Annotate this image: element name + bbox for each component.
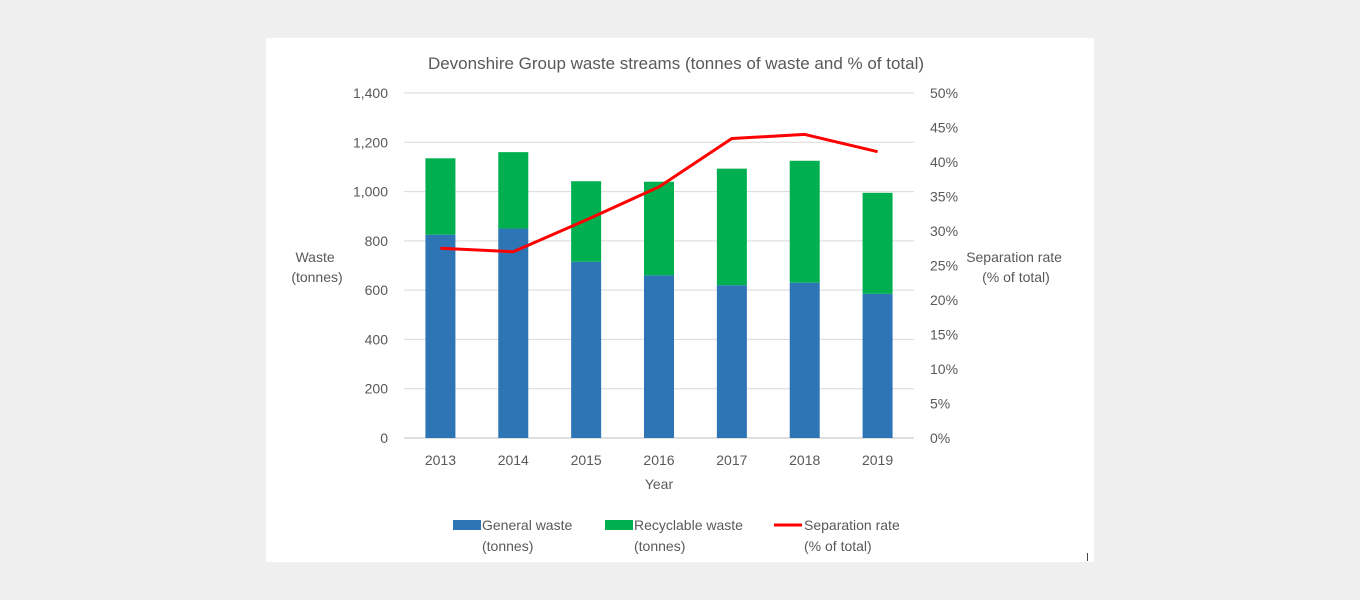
- bar-recyclable-waste: [425, 158, 456, 235]
- y-axis-title: Waste (tonnes): [291, 249, 342, 285]
- y-axis-title-line-2: (tonnes): [291, 269, 342, 285]
- legend-recyclable-line-2: (tonnes): [634, 538, 685, 554]
- y-tick-label: 1,000: [353, 184, 388, 200]
- y2-axis-title-line-1: Separation rate: [966, 249, 1062, 265]
- x-tick-label: 2017: [716, 452, 747, 468]
- y-tick-label: 0: [380, 430, 388, 446]
- legend-label-recyclable-waste: Recyclable waste (tonnes): [634, 517, 747, 554]
- y-tick-label: 400: [365, 331, 389, 347]
- y-tick-label: 800: [365, 233, 389, 249]
- legend-rate-line-2: (% of total): [804, 538, 872, 554]
- legend-general-line-2: (tonnes): [482, 538, 533, 554]
- y-tick-label: 1,200: [353, 134, 388, 150]
- x-tick-label: 2014: [498, 452, 529, 468]
- y2-tick-label: 15%: [930, 327, 958, 343]
- bar-general-waste: [425, 234, 456, 438]
- bar-recyclable-waste: [716, 168, 747, 286]
- y2-tick-label: 30%: [930, 223, 958, 239]
- legend-item-general-waste: General waste (tonnes): [453, 517, 576, 554]
- legend-item-recyclable-waste: Recyclable waste (tonnes): [605, 517, 747, 554]
- legend-item-separation-rate: Separation rate (% of total): [774, 517, 904, 554]
- x-tick-label: 2013: [425, 452, 456, 468]
- x-tick-label: 2018: [789, 452, 820, 468]
- legend-swatch-recyclable-waste: [605, 520, 633, 530]
- bar-recyclable-waste: [789, 160, 820, 283]
- x-axis-ticks: 2013 2014 2015 2016 2017 2018 2019: [425, 452, 894, 468]
- y-tick-label: 1,400: [353, 85, 388, 101]
- y2-tick-label: 35%: [930, 189, 958, 205]
- bar-recyclable-waste: [498, 152, 529, 229]
- y2-tick-label: 0%: [930, 430, 950, 446]
- y2-axis-title-line-2: (% of total): [982, 269, 1050, 285]
- x-tick-label: 2019: [862, 452, 893, 468]
- bar-recyclable-waste: [644, 181, 674, 276]
- y2-tick-label: 10%: [930, 361, 958, 377]
- y-tick-label: 200: [365, 381, 389, 397]
- bar-recyclable-waste: [862, 192, 893, 294]
- bar-general-waste: [571, 261, 602, 438]
- legend-swatch-general-waste: [453, 520, 481, 530]
- y2-axis-title: Separation rate (% of total): [966, 249, 1066, 285]
- waste-streams-chart: Devonshire Group waste streams (tonnes o…: [291, 54, 1066, 554]
- y-tick-label: 600: [365, 282, 389, 298]
- bar-general-waste: [716, 285, 747, 438]
- y2-tick-label: 45%: [930, 120, 958, 136]
- text-cursor-mark: [1087, 553, 1088, 561]
- legend-recyclable-line-1: Recyclable waste: [634, 517, 743, 533]
- y2-tick-label: 40%: [930, 154, 958, 170]
- chart-title: Devonshire Group waste streams (tonnes o…: [428, 54, 924, 73]
- bar-general-waste: [644, 275, 674, 438]
- left-axis-ticks: 0 200 400 600 800 1,000 1,200 1,400: [353, 85, 388, 446]
- y2-tick-label: 20%: [930, 292, 958, 308]
- x-axis-title: Year: [645, 476, 674, 492]
- y-axis-title-line-1: Waste: [295, 249, 334, 265]
- legend-label-general-waste: General waste (tonnes): [482, 517, 576, 554]
- bar-general-waste: [862, 293, 893, 438]
- right-axis-ticks: 0% 5% 10% 15% 20% 25% 30% 35% 40% 45% 50%: [930, 85, 958, 446]
- separation-rate-line-layer: [440, 132, 878, 254]
- chart-card: Devonshire Group waste streams (tonnes o…: [266, 38, 1094, 562]
- legend-rate-line-1: Separation rate: [804, 517, 900, 533]
- legend-label-separation-rate: Separation rate (% of total): [804, 517, 904, 554]
- bar-general-waste: [789, 282, 820, 438]
- y2-tick-label: 50%: [930, 85, 958, 101]
- y2-tick-label: 25%: [930, 258, 958, 274]
- bar-general-waste: [498, 228, 529, 438]
- legend: General waste (tonnes) Recyclable waste …: [453, 517, 904, 554]
- x-tick-label: 2015: [571, 452, 602, 468]
- separation-rate-line: [440, 132, 878, 254]
- x-tick-label: 2016: [643, 452, 674, 468]
- legend-general-line-1: General waste: [482, 517, 572, 533]
- bars: [425, 152, 893, 438]
- y2-tick-label: 5%: [930, 396, 950, 412]
